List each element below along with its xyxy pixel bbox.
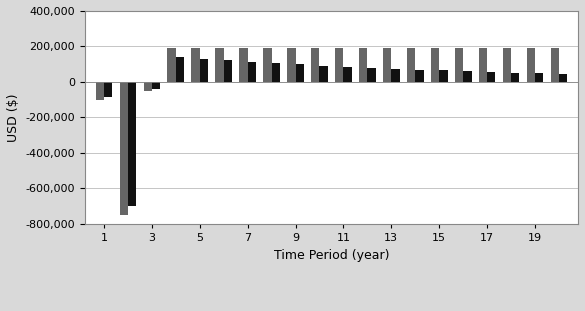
X-axis label: Time Period (year): Time Period (year) — [274, 248, 389, 262]
Bar — [143, 82, 152, 91]
Bar — [391, 69, 400, 82]
Bar — [383, 48, 391, 82]
Y-axis label: USD ($): USD ($) — [7, 93, 20, 142]
Bar — [263, 48, 271, 82]
Bar — [95, 82, 104, 100]
Bar — [463, 71, 472, 82]
Bar — [311, 48, 319, 82]
Bar — [550, 48, 559, 82]
Bar — [439, 70, 448, 82]
Bar — [104, 82, 112, 97]
Bar — [295, 64, 304, 82]
Bar — [287, 48, 295, 82]
Bar — [271, 63, 280, 82]
Bar — [415, 70, 424, 82]
Bar — [535, 73, 543, 82]
Bar — [176, 57, 184, 82]
Bar — [335, 48, 343, 82]
Bar — [119, 82, 128, 215]
Bar — [367, 68, 376, 82]
Bar — [215, 48, 223, 82]
Bar — [152, 82, 160, 89]
Bar — [247, 62, 256, 82]
Bar — [199, 59, 208, 82]
Bar — [359, 48, 367, 82]
Bar — [319, 66, 328, 82]
Bar — [191, 48, 199, 82]
Bar — [407, 48, 415, 82]
Bar — [167, 48, 176, 82]
Bar — [511, 72, 519, 82]
Bar — [343, 67, 352, 82]
Bar — [503, 48, 511, 82]
Bar — [431, 48, 439, 82]
Bar — [223, 60, 232, 82]
Bar — [455, 48, 463, 82]
Bar — [526, 48, 535, 82]
Bar — [479, 48, 487, 82]
Bar — [559, 74, 567, 82]
Bar — [487, 72, 495, 82]
Bar — [128, 82, 136, 206]
Bar — [239, 48, 247, 82]
